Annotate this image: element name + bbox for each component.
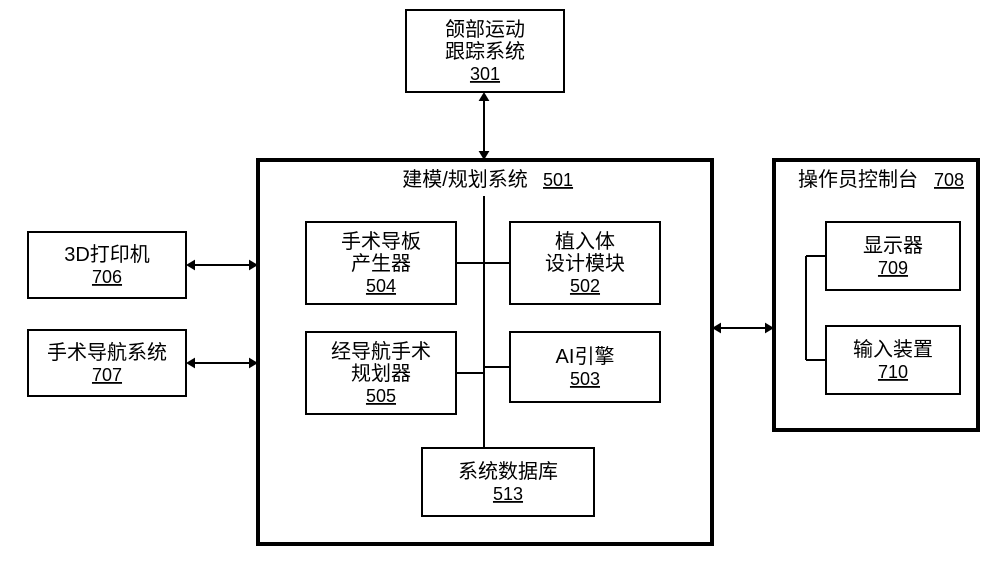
nav-planner-node: 经导航手术 规划器 505	[306, 332, 484, 414]
implant-design-ref: 502	[570, 276, 600, 296]
ai-engine-title: AI引擎	[556, 345, 615, 368]
operator-console-ref: 708	[934, 170, 964, 190]
modeling-system-ref: 501	[543, 170, 573, 190]
input-device-title: 输入装置	[853, 338, 933, 361]
jaw-tracking-title-line2: 跟踪系统	[445, 40, 525, 63]
input-device-ref: 710	[878, 362, 908, 382]
modeling-system-title: 建模/规划系统	[402, 168, 528, 191]
ai-engine-node: AI引擎 503	[484, 332, 660, 402]
jaw-tracking-node: 颌部运动 跟踪系统 301	[406, 10, 564, 92]
edge-printer_3d-modeling_system	[186, 260, 258, 271]
printer-3d-title: 3D打印机	[64, 243, 150, 266]
printer-3d-ref: 706	[92, 267, 122, 287]
input-device-node: 输入装置 710	[806, 326, 960, 394]
nav-planner-title-line1: 经导航手术	[331, 340, 431, 363]
guide-generator-title-line2: 产生器	[351, 252, 411, 275]
surgical-nav-ref: 707	[92, 365, 122, 385]
edges-layer	[186, 92, 774, 368]
implant-design-node: 植入体 设计模块 502	[484, 222, 660, 304]
display-node: 显示器 709	[806, 222, 960, 290]
surgical-nav-node: 手术导航系统 707	[28, 330, 186, 396]
operator-console-container: 操作员控制台 708 显示器 709 输入装置 710	[774, 160, 978, 430]
edge-jaw_tracking-modeling_system	[479, 92, 490, 160]
guide-generator-title-line1: 手术导板	[341, 230, 421, 253]
ai-engine-ref: 503	[570, 369, 600, 389]
operator-console-title: 操作员控制台	[798, 168, 918, 191]
system-db-ref: 513	[493, 484, 523, 504]
nav-planner-title-line2: 规划器	[351, 362, 411, 385]
implant-design-title-line1: 植入体	[555, 230, 615, 253]
system-db-title: 系统数据库	[458, 460, 558, 483]
implant-design-title-line2: 设计模块	[545, 252, 625, 275]
printer-3d-node: 3D打印机 706	[28, 232, 186, 298]
guide-generator-ref: 504	[366, 276, 396, 296]
system-db-node: 系统数据库 513	[422, 448, 594, 516]
modeling-system-container: 建模/规划系统 501 手术导板 产生器 504 植入体 设计模块 502 经导…	[258, 160, 712, 544]
display-title: 显示器	[863, 235, 923, 257]
edge-modeling_system-operator_console	[712, 323, 774, 334]
nav-planner-ref: 505	[366, 386, 396, 406]
guide-generator-node: 手术导板 产生器 504	[306, 222, 484, 304]
jaw-tracking-title-line1: 颌部运动	[445, 18, 525, 41]
display-ref: 709	[878, 258, 908, 278]
surgical-nav-title: 手术导航系统	[47, 341, 167, 364]
edge-surgical_nav-modeling_system	[186, 358, 258, 369]
jaw-tracking-ref: 301	[470, 64, 500, 84]
